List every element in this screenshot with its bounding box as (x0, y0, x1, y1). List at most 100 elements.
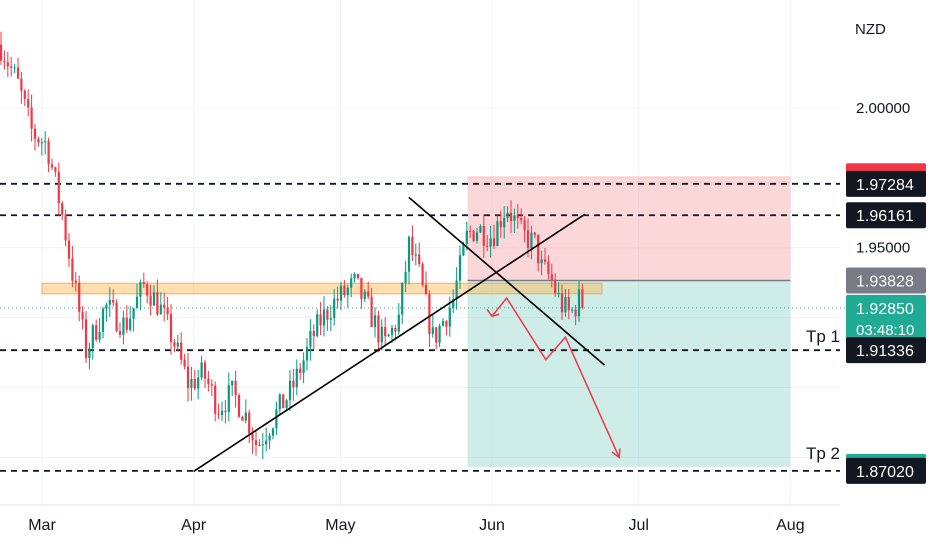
candle-body (237, 395, 241, 417)
x-tick-label: Aug (776, 517, 804, 534)
candle-body (84, 319, 88, 359)
price-badge-label: 1.92850 (856, 301, 914, 318)
candle-body (554, 280, 557, 294)
candle-body (146, 284, 149, 296)
x-tick-label: Jul (629, 517, 649, 534)
candle-body (407, 236, 411, 272)
candle-body (339, 285, 343, 301)
candle-body (435, 327, 438, 343)
candle-body (173, 342, 176, 347)
candle-body (200, 362, 203, 378)
candle-body (513, 215, 516, 221)
price-badge (846, 202, 926, 229)
candle-body (401, 282, 404, 315)
candle-body (380, 326, 383, 343)
candle-body (581, 289, 584, 308)
candle-body (312, 331, 315, 337)
candle-body (101, 308, 105, 332)
candle-body (166, 307, 169, 315)
supply-zone (41, 282, 603, 295)
price-badge (846, 294, 926, 341)
candle-body (353, 273, 356, 279)
candle-body (183, 359, 186, 367)
y-tick-label: 2.00000 (856, 100, 910, 117)
candle-body (169, 314, 173, 343)
candle-body (251, 433, 254, 441)
price-badge (846, 170, 926, 197)
candle-body (441, 321, 445, 326)
candle-body (533, 232, 536, 235)
candle-body (95, 325, 98, 340)
candle-body (149, 295, 152, 306)
candle-body (288, 380, 292, 401)
candle-body (469, 230, 472, 232)
candle-body (455, 280, 458, 300)
candle-body (448, 307, 451, 327)
candle-body (81, 311, 84, 320)
candle-body (125, 317, 128, 330)
candle-body (482, 225, 485, 246)
candle-body (190, 379, 193, 388)
candle-body (486, 245, 489, 247)
candle-body (27, 99, 30, 108)
price-badge (846, 457, 926, 484)
candle-body (142, 282, 145, 285)
candle-body (285, 400, 288, 409)
candle-body (373, 315, 377, 328)
candle-body (74, 280, 77, 283)
candle-body (489, 238, 492, 247)
candle-body (509, 212, 513, 221)
candle-body (118, 331, 122, 335)
candle-body (207, 378, 210, 385)
candle-body (438, 325, 441, 343)
candle-body (431, 327, 434, 334)
candle-body (282, 394, 285, 409)
candle-body (23, 90, 26, 100)
price-badge (846, 337, 926, 364)
candle-body (163, 304, 166, 308)
candle-body (475, 232, 479, 241)
candle-body (57, 171, 60, 204)
stop-loss-zone (467, 176, 791, 281)
candle-body (44, 141, 47, 143)
price-badge-label: 1.91336 (856, 343, 914, 360)
candle-body (98, 331, 101, 340)
candle-body (397, 314, 400, 332)
candle-body (186, 366, 190, 388)
candle-body (316, 314, 319, 337)
candle-body (537, 234, 540, 264)
candle-body (271, 428, 275, 436)
candle-body (414, 254, 417, 256)
candle-body (309, 331, 312, 347)
countdown-label: 03:48:10 (856, 322, 914, 339)
candle-body (265, 440, 268, 445)
x-tick-label: Mar (28, 517, 56, 534)
y-tick-label: 1.95000 (856, 240, 910, 257)
candle-body (139, 282, 142, 297)
candle-body (241, 416, 244, 421)
candle-body (292, 380, 295, 388)
candle-body (122, 317, 125, 335)
candle-body (377, 315, 380, 343)
take-profit-zone (467, 280, 791, 467)
candle-body (530, 232, 533, 249)
candle-body (180, 342, 183, 360)
candle-body (203, 362, 207, 379)
candle-body (305, 346, 309, 361)
candle-body (516, 215, 519, 219)
candle-body (411, 236, 414, 256)
candle-body (37, 138, 40, 143)
candle-body (135, 296, 139, 309)
candle-body (458, 255, 462, 281)
candle-body (193, 379, 196, 389)
take-profit-label: Tp 2 (806, 444, 840, 463)
candle-body (156, 292, 159, 315)
candle-body (47, 141, 50, 165)
candle-body (523, 220, 526, 231)
take-profit-label: Tp 1 (806, 327, 840, 346)
candle-body (550, 274, 553, 281)
candle-body (557, 293, 560, 295)
candle-body (6, 62, 9, 67)
x-tick-label: Jun (479, 517, 505, 534)
candle-body (506, 212, 509, 218)
